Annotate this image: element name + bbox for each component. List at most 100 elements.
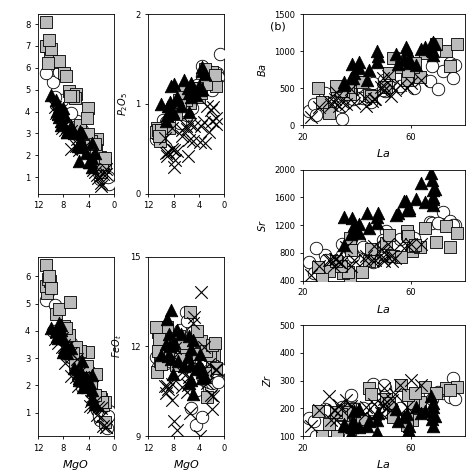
Point (351, 407, 358, 414)
Point (198, 67, 206, 74)
Point (76, 121, 83, 128)
Point (61, 359, 68, 367)
Point (88, 139, 95, 147)
Point (211, 71, 219, 78)
Point (202, 347, 210, 355)
Point (421, 383, 429, 391)
Point (367, 253, 375, 261)
Point (91, 401, 99, 408)
Point (382, 384, 389, 392)
Point (206, 79, 214, 86)
Point (183, 318, 191, 325)
Point (195, 360, 203, 367)
Point (186, 99, 194, 107)
Point (202, 80, 210, 88)
Point (67, 344, 75, 352)
Point (95, 412, 102, 420)
Point (353, 82, 361, 90)
Point (62, 72, 69, 79)
Point (380, 257, 387, 264)
Point (171, 163, 178, 171)
Point (397, 253, 404, 260)
Point (337, 406, 344, 413)
Point (339, 269, 346, 277)
Point (160, 350, 167, 358)
Point (205, 378, 213, 386)
Point (347, 429, 355, 437)
Point (315, 406, 323, 414)
Point (77, 374, 84, 382)
Point (73, 136, 81, 143)
Point (70, 129, 78, 137)
Point (346, 90, 354, 98)
Point (91, 398, 99, 406)
Point (63, 344, 71, 352)
Point (208, 86, 216, 94)
Point (383, 83, 390, 91)
Point (164, 385, 172, 393)
Point (429, 201, 437, 209)
Point (342, 244, 349, 251)
Point (165, 102, 173, 109)
Point (183, 125, 191, 133)
Point (58, 334, 65, 342)
Point (356, 64, 363, 72)
Point (428, 46, 436, 54)
Point (201, 139, 209, 147)
Point (383, 78, 390, 86)
Point (361, 94, 369, 102)
Point (173, 326, 181, 333)
Point (403, 415, 410, 422)
Point (212, 364, 219, 371)
Point (381, 395, 388, 402)
Point (196, 350, 204, 358)
Point (335, 401, 343, 409)
Point (211, 340, 219, 347)
Point (429, 196, 437, 203)
Point (86, 379, 93, 387)
Point (335, 258, 343, 266)
Point (364, 422, 371, 430)
Point (346, 273, 354, 281)
Point (93, 136, 100, 143)
Point (198, 288, 205, 296)
Point (87, 146, 94, 154)
Point (106, 180, 113, 187)
Point (208, 118, 216, 125)
Point (73, 117, 81, 124)
Point (374, 59, 381, 66)
Point (61, 121, 68, 128)
Point (98, 398, 106, 406)
Point (325, 97, 332, 105)
Point (95, 174, 102, 182)
Point (47, 284, 55, 292)
Point (453, 40, 461, 48)
Point (192, 421, 200, 429)
Point (165, 125, 173, 132)
Point (439, 208, 447, 216)
Point (312, 244, 319, 251)
Point (53, 107, 61, 115)
Point (429, 194, 437, 201)
Point (97, 171, 104, 179)
Point (439, 389, 447, 397)
Point (417, 398, 424, 405)
Point (93, 393, 100, 401)
Point (340, 242, 347, 249)
Point (90, 166, 97, 174)
Point (66, 122, 74, 129)
Point (315, 84, 322, 92)
Point (417, 46, 425, 53)
Point (64, 128, 71, 136)
Point (325, 420, 333, 428)
Point (363, 403, 370, 411)
Point (198, 85, 206, 93)
Point (53, 332, 61, 339)
Point (332, 417, 340, 424)
Point (345, 268, 352, 276)
Point (350, 252, 357, 260)
Point (63, 344, 71, 351)
Point (155, 336, 163, 343)
Point (76, 372, 84, 380)
Point (185, 373, 192, 381)
